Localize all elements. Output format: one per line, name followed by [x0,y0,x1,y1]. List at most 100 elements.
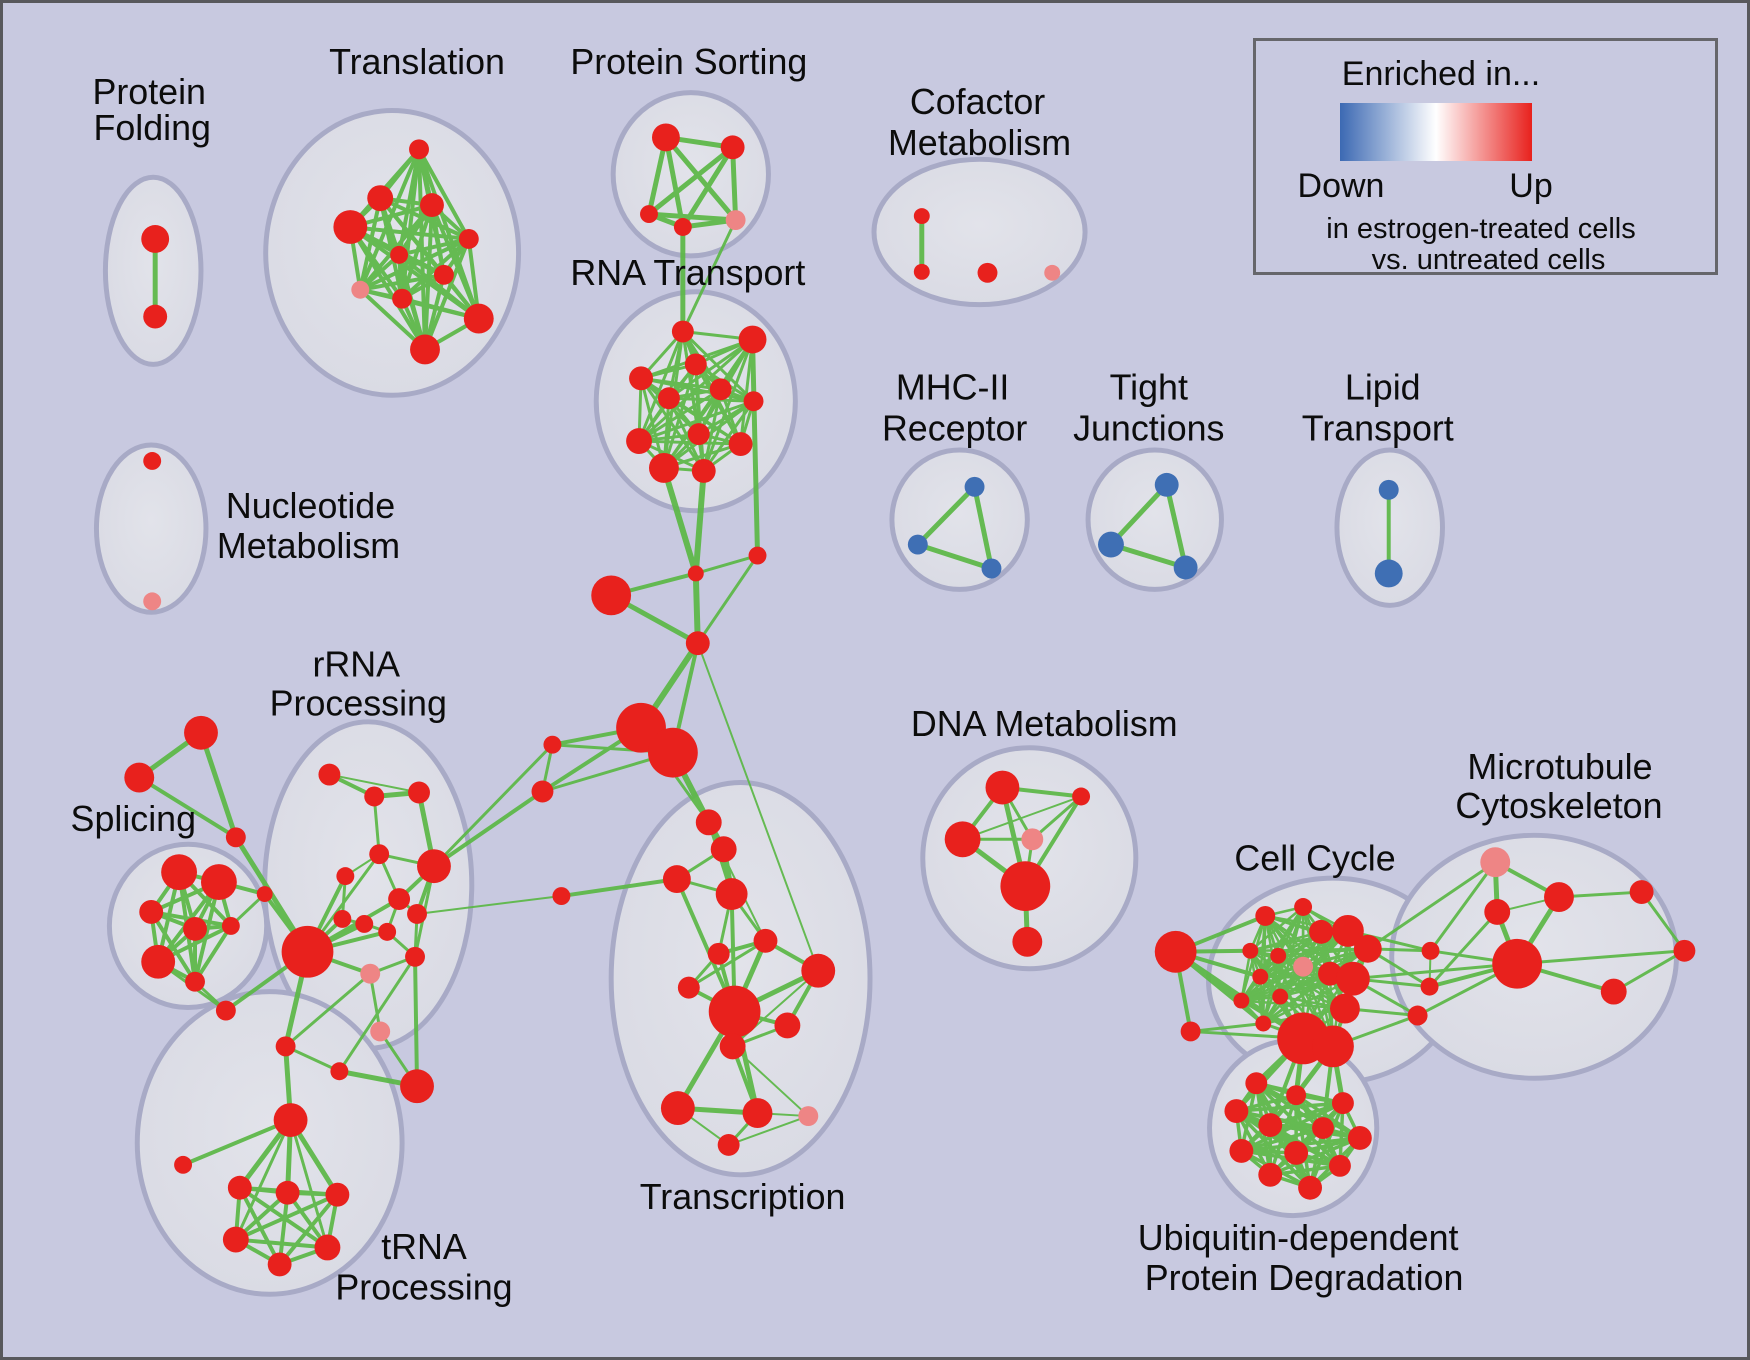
node-rr6 [336,867,355,886]
node-cc1 [1154,930,1197,973]
cluster-label-transcription: Transcription [640,1177,846,1217]
edge [358,272,446,292]
legend-caption-line1: in estrogen-treated cells [1326,213,1636,245]
node-tc2 [275,1180,300,1205]
node-ub8 [1229,1138,1254,1163]
edge [702,387,723,473]
node-nm2 [143,592,162,611]
node-rt9 [626,428,652,455]
edge [1366,860,1497,951]
edge [696,554,760,645]
node-ps4 [673,218,692,236]
node-cc2 [1180,1021,1201,1042]
node-mt7 [1673,939,1696,962]
node-tr2 [710,836,737,863]
edge [637,387,723,443]
node-tc6 [267,1252,292,1277]
legend-caption-line2: vs. untreated cells [1371,244,1606,276]
node-t6 [390,245,409,264]
node-rr11 [378,922,397,941]
node-lt2 [1374,559,1403,588]
node-rr13 [405,946,425,967]
edge [400,236,471,301]
node-sp1 [161,854,198,891]
node-tc5 [314,1234,341,1261]
legend-up-label: Up [1509,167,1553,205]
cluster-label-splicing: Splicing [71,799,196,839]
node-cm2 [913,263,930,280]
node-tr15 [798,1106,819,1127]
edge [1268,1136,1362,1177]
node-cc3 [1255,905,1276,926]
edge [1108,542,1189,570]
node-cn7 [552,887,571,906]
cluster-label-protein-folding: Folding [93,108,211,148]
edge [681,218,738,334]
legend-box: Enriched in... Down Up in estrogen-treat… [1253,38,1718,276]
node-mh2 [907,534,928,555]
edge [1164,482,1189,570]
edge [702,338,755,473]
node-tr16 [717,1133,740,1156]
edge [1240,949,1252,1002]
edge [961,795,1083,841]
cluster-label-mhc-ii-receptor: MHC-II [896,368,1009,408]
edge [750,337,761,559]
node-cc17 [1255,1015,1272,1032]
node-mtc3 [1407,1005,1428,1026]
edge [637,330,685,443]
node-ub11 [1258,1162,1283,1187]
node-ub4 [1224,1099,1249,1124]
cluster-label-ubiquitin-degradation: Protein Degradation [1145,1258,1464,1298]
legend-title: Enriched in... [1341,55,1541,93]
edge [696,642,820,972]
cluster-label-rna-transport: RNA Transport [570,253,805,293]
cluster-label-nucleotide-metabolism: Metabolism [217,526,400,566]
node-dm5 [1000,861,1051,911]
node-ub7 [1347,1126,1372,1150]
node-cc19 [1312,1025,1354,1068]
cluster-label-lipid-transport: Lipid [1345,368,1421,408]
node-cn2 [748,546,767,565]
edge [416,895,563,915]
edge [1612,949,1686,994]
edge [680,144,736,230]
nodes [124,123,1696,1277]
cluster-protein-sorting [610,90,771,259]
edge [289,1118,329,1249]
cluster-label-microtubule-cytoskeleton: Microtubule [1467,747,1652,787]
node-tr12 [719,1033,746,1060]
node-sp8 [256,886,273,903]
edge [198,730,239,840]
edge [667,338,755,400]
node-tr13 [660,1091,695,1126]
node-rt11 [649,453,679,483]
node-cn5 [543,735,562,754]
node-rr9 [333,909,352,928]
node-rr2 [364,786,385,807]
node-mt4 [1492,938,1543,989]
node-sp4 [183,916,207,941]
edge [348,225,427,352]
node-x1 [275,1036,296,1057]
node-pf2 [143,304,168,329]
node-cc15 [1272,988,1289,1005]
node-tr6 [753,928,778,953]
cluster-label-rrna-processing: Processing [270,683,447,723]
cluster-label-protein-sorting: Protein Sorting [570,42,807,82]
edge [972,484,994,571]
edge [181,1118,293,1167]
node-dm4 [1021,828,1044,851]
legend-gradient-bar [1340,103,1532,161]
node-ti [174,1155,193,1174]
edge [730,144,739,223]
node-ps2 [720,135,745,160]
node-mtc1 [1421,941,1440,960]
edge [397,236,471,257]
edge [1351,962,1519,981]
node-cc9 [1270,947,1287,964]
node-tr7 [707,942,730,965]
node-t4 [420,193,444,218]
node-rt3 [684,353,707,376]
